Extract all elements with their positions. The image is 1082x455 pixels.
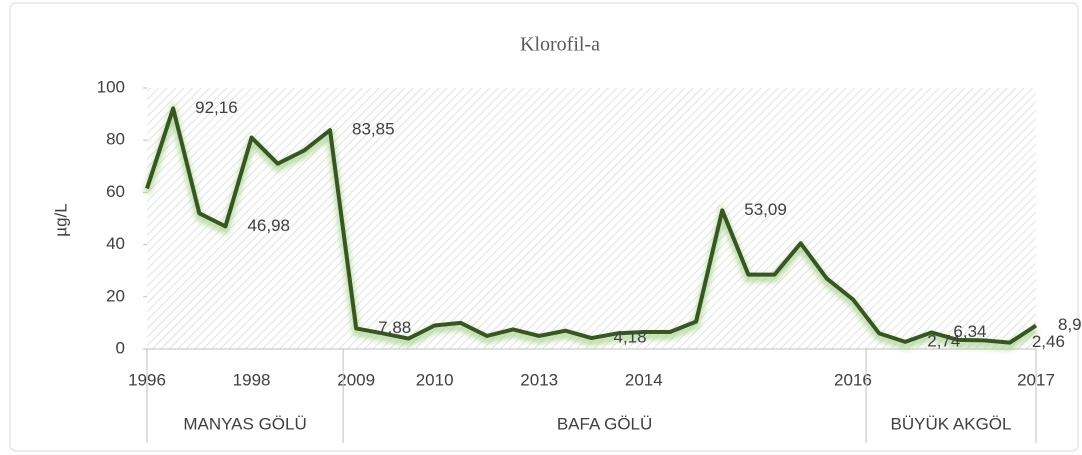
y-tick-label: 40 [106,234,125,253]
data-label: 53,09 [744,200,787,219]
x-tick-label: 2014 [625,370,663,389]
y-tick-label: 0 [116,338,125,357]
data-label: 2,46 [1032,332,1065,351]
line-glow [143,99,1038,351]
group-label: BÜYÜK AKGÖL [891,414,1012,433]
x-tick-label: 2010 [416,370,454,389]
y-tick-label: 60 [106,182,125,201]
y-tick-label: 80 [106,130,125,149]
y-axis-label: µg/L [51,203,70,236]
y-tick-label: 100 [97,77,125,96]
plot-area [147,88,1036,349]
x-tick-label: 2016 [834,370,872,389]
data-label: 7,88 [378,318,411,337]
x-tick-label: 1998 [233,370,271,389]
group-label: MANYAS GÖLÜ [183,414,306,433]
data-label: 8,98 [1058,315,1082,334]
data-label: 92,16 [195,98,238,117]
chart-title: Klorofil-a [520,34,600,56]
x-tick-label: 2013 [520,370,558,389]
x-tick-label: 2009 [337,370,375,389]
y-tick-label: 20 [106,286,125,305]
group-label: BAFA GÖLÜ [557,414,652,433]
data-label: 83,85 [352,120,395,139]
data-label: 2,74 [927,331,960,350]
data-label: 4,18 [614,328,647,347]
series-line [145,106,1038,345]
data-label: 6,34 [953,322,986,341]
data-label: 46,98 [247,216,290,235]
